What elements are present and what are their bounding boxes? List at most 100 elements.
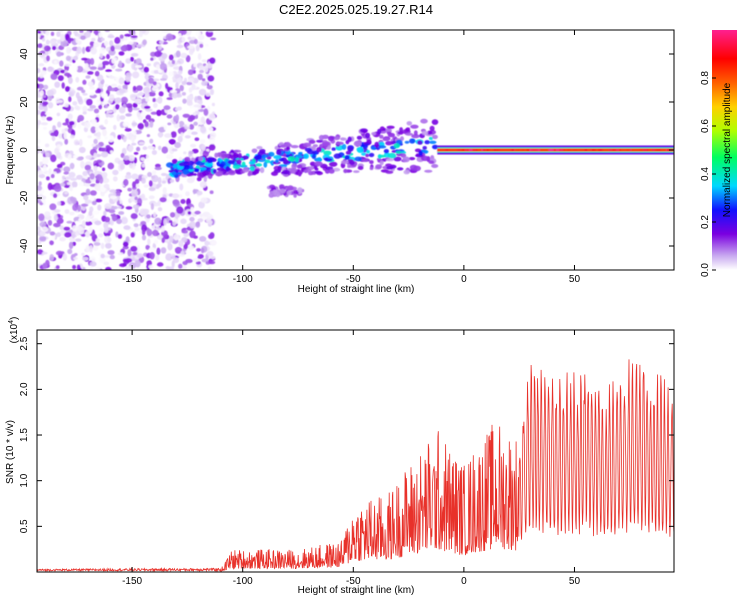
heatmap-cell-noise (158, 145, 162, 151)
heatmap-cell-noise (113, 206, 118, 210)
heatmap-cell-echo (385, 163, 392, 167)
heatmap-y-tick-label: -20 (19, 190, 30, 205)
heatmap-cell-noise (80, 233, 86, 237)
heatmap-cell-noise (103, 255, 111, 258)
heatmap-cell-echo (353, 170, 360, 174)
heatmap-cell-echo (340, 137, 347, 141)
heatmap-cell-noise (52, 125, 56, 132)
heatmap-cell-noise (39, 202, 44, 206)
heatmap-cell-echo (227, 160, 236, 165)
heatmap-cell-noise (99, 47, 106, 54)
heatmap-cell-noise (38, 173, 46, 179)
heatmap-cell-echo (314, 161, 323, 166)
heatmap-cell-noise (131, 53, 139, 57)
heatmap-cell-echo (379, 134, 384, 139)
heatmap-cell-noise (50, 154, 57, 163)
heatmap-cell-noise (59, 182, 66, 187)
heatmap-cell-echo (212, 169, 217, 174)
heatmap-cell-noise (124, 174, 132, 179)
heatmap-cell-peak (599, 148, 603, 152)
heatmap-cell-noise (103, 183, 110, 189)
heatmap-cell-noise (128, 145, 133, 153)
heatmap-cell-echo (259, 167, 265, 174)
heatmap-cell-noise (173, 66, 181, 70)
heatmap-cell-echo (273, 155, 282, 160)
heatmap-cell-echo (323, 150, 332, 156)
heatmap-cell-noise (124, 33, 132, 37)
heatmap-cell-noise (152, 81, 157, 86)
colorbar-ticks: 0.0 0.2 0.4 0.6 0.8 (700, 71, 716, 277)
heatmap-cell-noise (183, 243, 188, 250)
heatmap-cell-noise (98, 125, 104, 129)
heatmap-cell-echo (316, 147, 322, 153)
heatmap-cell-echo (397, 167, 404, 171)
heatmap-cell-noise (44, 143, 50, 148)
heatmap-cell-noise (166, 114, 173, 119)
heatmap-cell-noise (38, 213, 45, 221)
heatmap-cell-noise (134, 98, 142, 104)
heatmap-cell-noise (83, 194, 89, 201)
heatmap-cell-echo (377, 154, 382, 159)
heatmap-cell-noise (81, 203, 89, 207)
heatmap-cell-noise (192, 77, 199, 84)
heatmap-cell-noise (123, 155, 130, 161)
heatmap-cell-noise (144, 105, 151, 109)
heatmap-cell-noise (175, 50, 181, 58)
heatmap-cell-noise (131, 189, 139, 197)
snr-y-tick-label: 1.5 (19, 428, 30, 442)
heatmap-cell-noise (124, 258, 133, 263)
heatmap-cell-noise (49, 39, 57, 45)
heatmap-cell-noise (63, 184, 71, 189)
heatmap-cell-noise (193, 62, 197, 68)
heatmap-cell-noise (109, 195, 118, 200)
heatmap-cell-noise (117, 85, 122, 89)
heatmap-cell-noise (86, 191, 91, 196)
heatmap-cell-echo (364, 132, 371, 139)
heatmap-cell-noise (188, 40, 196, 44)
heatmap-cell-noise (111, 57, 116, 64)
heatmap-cell-echo (331, 147, 336, 151)
heatmap-cell-noise (56, 144, 62, 148)
heatmap-cell-noise (141, 229, 146, 236)
heatmap-cell-noise (107, 135, 115, 143)
heatmap-cell-noise (132, 181, 137, 189)
heatmap-cell-noise (180, 132, 184, 137)
heatmap-cell-peak (468, 148, 473, 152)
heatmap-cell-echo (341, 160, 349, 165)
heatmap-cell-noise (141, 177, 146, 184)
heatmap-cell-noise (87, 108, 94, 112)
heatmap-cell-noise (73, 30, 78, 35)
heatmap-panel: -150 -100 -50 0 50 -40 -20 0 20 40 Height of str… (5, 29, 675, 295)
heatmap-cell-noise (125, 72, 132, 78)
heatmap-cell-noise (46, 55, 50, 62)
heatmap-cell-noise (107, 237, 112, 243)
heatmap-cell-echo (194, 168, 200, 173)
heatmap-cell-noise (50, 73, 58, 80)
heatmap-cell-noise (123, 241, 129, 247)
heatmap-cell-noise (42, 95, 47, 98)
heatmap-cell-noise (189, 87, 194, 91)
heatmap-cell-noise (47, 219, 53, 226)
heatmap-cell-noise (210, 37, 217, 41)
heatmap-cell-noise (93, 152, 98, 159)
heatmap-cell-noise (92, 245, 99, 251)
heatmap-y-tick-label: 0 (19, 147, 30, 153)
heatmap-cell-noise (76, 174, 83, 180)
heatmap-cell-echo (420, 155, 430, 161)
heatmap-cell-noise (82, 111, 87, 115)
heatmap-cell-noise (199, 139, 206, 144)
snr-frame (36, 329, 675, 573)
heatmap-cell-echo (402, 156, 410, 163)
heatmap-cell-noise (99, 227, 104, 233)
heatmap-cell-noise (118, 88, 126, 94)
heatmap-cell-echo (369, 166, 374, 171)
heatmap-cell-noise (175, 82, 179, 90)
heatmap-cell-echo (271, 171, 278, 176)
heatmap-y-tick-label: 20 (19, 96, 30, 108)
heatmap-cell-noise (50, 173, 55, 179)
heatmap-cell-noise (208, 140, 216, 144)
heatmap-cell-noise (131, 173, 139, 180)
heatmap-cell-echo (303, 153, 310, 159)
heatmap-cell-noise (134, 227, 140, 232)
